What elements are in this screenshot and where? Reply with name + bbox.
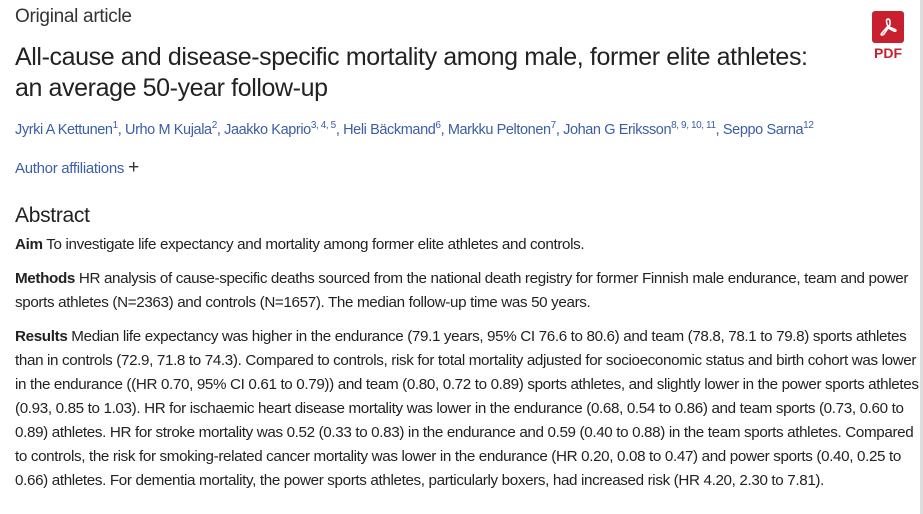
author-list: Jyrki A Kettunen1, Urho M Kujala2, Jaakk…: [15, 120, 814, 138]
abstract-body: Aim To investigate life expectancy and m…: [15, 233, 920, 503]
abstract-results: Results Median life expectancy was highe…: [15, 328, 919, 489]
adobe-pdf-icon: [872, 11, 904, 43]
abstract-heading: Abstract: [15, 204, 90, 227]
pdf-download-button[interactable]: PDF: [871, 11, 905, 61]
author-link[interactable]: Urho M Kujala2: [125, 120, 217, 138]
abstract-aim: Aim To investigate life expectancy and m…: [15, 236, 585, 253]
author-link[interactable]: Jaakko Kaprio3, 4, 5: [224, 120, 336, 138]
article-title: All-cause and disease-specific mortality…: [15, 43, 808, 102]
scrollbar[interactable]: [920, 0, 923, 514]
author-affiliations-toggle[interactable]: Author affiliations +: [15, 157, 139, 179]
abstract-methods: Methods HR analysis of cause-specific de…: [15, 270, 909, 311]
author-link[interactable]: Johan G Eriksson8, 9, 10, 11: [563, 120, 716, 138]
author-link[interactable]: Jyrki A Kettunen1: [15, 120, 118, 138]
author-link[interactable]: Heli Bäckmand6: [343, 120, 441, 138]
author-link[interactable]: Markku Peltonen7: [447, 120, 556, 138]
pdf-label: PDF: [874, 45, 902, 61]
author-affiliations-label: Author affiliations: [15, 160, 125, 177]
author-link[interactable]: Seppo Sarna12: [722, 120, 814, 138]
article-type: Original article: [15, 6, 132, 27]
plus-icon: +: [128, 157, 139, 178]
